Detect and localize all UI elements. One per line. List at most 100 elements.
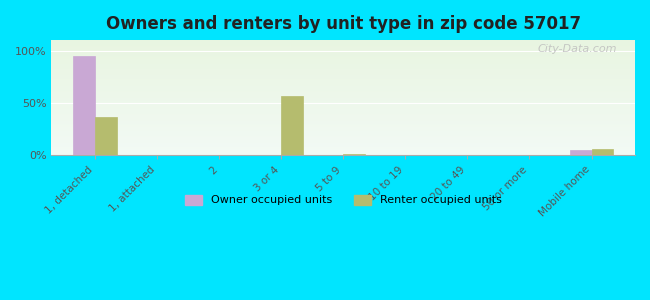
Bar <box>51 54 635 55</box>
Bar <box>51 48 635 49</box>
Bar <box>51 60 635 61</box>
Bar <box>51 99 635 100</box>
Legend: Owner occupied units, Renter occupied units: Owner occupied units, Renter occupied un… <box>181 190 506 210</box>
Bar <box>51 154 635 155</box>
Bar <box>51 71 635 72</box>
Bar <box>51 143 635 144</box>
Text: City-Data.com: City-Data.com <box>538 44 617 54</box>
Bar <box>51 131 635 132</box>
Bar <box>51 112 635 113</box>
Bar <box>51 125 635 127</box>
Bar <box>51 45 635 46</box>
Bar <box>51 118 635 120</box>
Bar <box>51 152 635 153</box>
Bar <box>592 149 613 155</box>
Bar <box>51 153 635 154</box>
Bar <box>51 77 635 78</box>
Bar <box>51 62 635 63</box>
Bar <box>51 102 635 104</box>
Bar <box>51 127 635 128</box>
Bar <box>51 144 635 145</box>
Bar <box>51 67 635 68</box>
Bar <box>51 63 635 64</box>
Bar <box>51 69 635 70</box>
Bar <box>51 84 635 85</box>
Bar <box>51 135 635 136</box>
Bar <box>51 50 635 52</box>
Bar <box>51 64 635 65</box>
Bar <box>51 109 635 110</box>
Bar <box>51 52 635 53</box>
Bar <box>51 140 635 142</box>
Bar <box>51 95 635 97</box>
Bar <box>51 90 635 91</box>
Bar <box>51 134 635 135</box>
Bar <box>51 113 635 114</box>
Bar <box>51 103 635 105</box>
Bar <box>51 145 635 146</box>
Bar <box>51 47 635 48</box>
Bar <box>51 98 635 99</box>
Bar <box>51 121 635 122</box>
Bar <box>51 105 635 106</box>
Bar <box>51 137 635 138</box>
Bar <box>51 57 635 59</box>
Bar <box>51 150 635 151</box>
Bar <box>51 58 635 60</box>
Bar <box>51 76 635 77</box>
Bar <box>51 108 635 109</box>
Bar <box>51 147 635 148</box>
Bar <box>51 92 635 93</box>
Bar <box>51 97 635 98</box>
Bar <box>51 82 635 83</box>
Bar <box>51 65 635 67</box>
Bar <box>51 87 635 88</box>
Bar <box>51 148 635 150</box>
Bar <box>73 56 95 155</box>
Bar <box>51 83 635 84</box>
Bar <box>51 41 635 42</box>
Bar <box>51 40 635 41</box>
Bar <box>51 139 635 140</box>
Bar <box>51 146 635 147</box>
Bar <box>51 72 635 74</box>
Bar <box>51 129 635 130</box>
Bar <box>51 79 635 80</box>
Bar <box>343 154 365 155</box>
Bar <box>51 116 635 117</box>
Bar <box>51 136 635 137</box>
Bar <box>51 86 635 87</box>
Bar <box>51 74 635 75</box>
Bar <box>51 94 635 95</box>
Bar <box>51 128 635 129</box>
Bar <box>570 150 592 155</box>
Bar <box>51 75 635 76</box>
Bar <box>51 110 635 112</box>
Bar <box>51 61 635 62</box>
Bar <box>51 142 635 143</box>
Bar <box>51 151 635 152</box>
Bar <box>51 101 635 102</box>
Bar <box>51 123 635 124</box>
Bar <box>51 93 635 94</box>
Bar <box>51 100 635 101</box>
Bar <box>51 122 635 123</box>
Bar <box>51 91 635 92</box>
Bar <box>51 53 635 54</box>
Bar <box>51 130 635 131</box>
Bar <box>51 88 635 90</box>
Bar <box>95 117 116 155</box>
Bar <box>51 106 635 107</box>
Title: Owners and renters by unit type in zip code 57017: Owners and renters by unit type in zip c… <box>106 15 581 33</box>
Bar <box>51 120 635 121</box>
Bar <box>51 138 635 139</box>
Bar <box>51 49 635 50</box>
Bar <box>51 42 635 44</box>
Bar <box>51 132 635 134</box>
Bar <box>51 115 635 116</box>
Bar <box>51 85 635 86</box>
Bar <box>51 78 635 79</box>
Bar <box>51 114 635 115</box>
Bar <box>281 96 303 155</box>
Bar <box>51 68 635 69</box>
